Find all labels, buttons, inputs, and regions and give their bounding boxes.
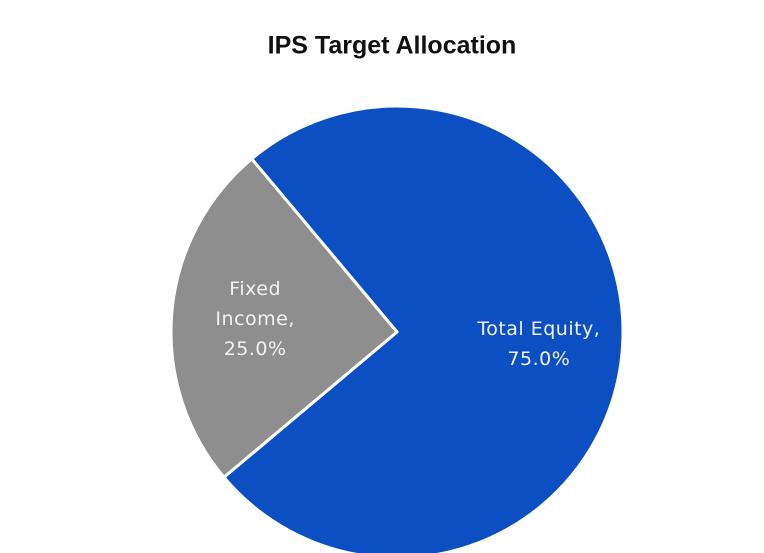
data-label-value: 25.0% bbox=[224, 338, 287, 360]
pie-slice bbox=[222, 104, 625, 553]
chart-title: IPS Target Allocation bbox=[268, 32, 517, 60]
data-label-value: 75.0% bbox=[507, 348, 570, 370]
data-label-name: Total Equity, bbox=[476, 318, 600, 340]
pie-slice bbox=[169, 157, 399, 479]
data-label-name: Fixed bbox=[229, 278, 281, 300]
data-label-name: Income, bbox=[215, 308, 294, 330]
